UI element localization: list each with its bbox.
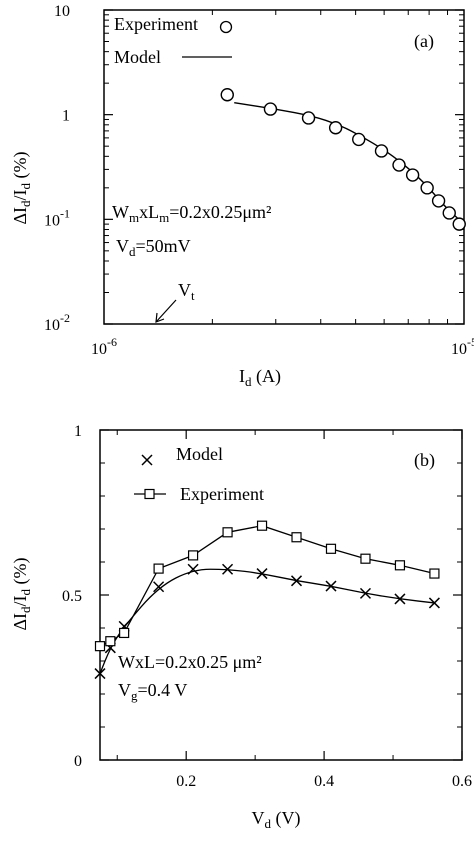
model-point-b (187, 563, 199, 575)
x-tick-label-a-0: 10-6 (91, 335, 117, 358)
experiment-point-a (263, 102, 278, 116)
chart-panel-a: 10 1 10-1 10-2 10-6 10-5 Experiment Model (a)… (10, 3, 474, 389)
model-point-b (222, 563, 234, 575)
model-point-b (428, 597, 440, 609)
experiment-point-a (420, 181, 434, 195)
experiment-point-a (392, 158, 406, 172)
experiment-point-b (105, 636, 116, 647)
experiment-line-b (99, 525, 435, 647)
experiment-point-b (153, 563, 164, 574)
annotation-vt-a: Vt (178, 280, 195, 303)
experiment-point-b (94, 641, 106, 652)
annotation-dims-a: WmxLm=0.2x0.25μm² (112, 202, 271, 225)
x-tick-label-b-1: 0.4 (314, 773, 334, 790)
x-tick-label-b-0: 0.2 (176, 773, 196, 790)
y-tick-label-b-2: 1 (74, 423, 82, 440)
x-tick-label-a-1: 10-5 (451, 335, 474, 358)
experiment-point-b (119, 627, 130, 639)
experiment-point-a (442, 206, 456, 220)
x-tick-label-b-2: 0.6 (452, 773, 472, 790)
x-axis-label-b: Vd (V) (252, 808, 301, 831)
legend-label-model-b: Model (176, 444, 223, 464)
experiment-point-a (328, 121, 343, 135)
plot-frame-b (99, 429, 463, 761)
y-axis-label-a: ΔId/Id (%) (10, 151, 33, 224)
experiment-point-a (405, 168, 420, 182)
legend-marker-model-b (141, 454, 153, 466)
chart-panel-b: 0 0.5 1 0.2 0.4 0.6 Model Experiment (b) WxL=… (10, 423, 472, 831)
panel-label-b: (b) (414, 450, 435, 471)
y-tick-label-a-2: 10-1 (44, 206, 70, 229)
experiment-point-b (222, 527, 233, 538)
legend-marker-experiment-b (134, 488, 166, 500)
experiment-point-a (352, 132, 366, 147)
model-point-b (153, 581, 165, 593)
experiment-point-b (187, 550, 199, 561)
experiment-point-a (220, 88, 234, 102)
annotation-vg-b: Vg=0.4 V (118, 680, 187, 703)
experiment-point-b (256, 520, 268, 531)
panel-label-a: (a) (414, 31, 434, 52)
series-experiment-b (94, 520, 440, 652)
experiment-point-b (429, 568, 440, 579)
legend-marker-experiment-a (219, 20, 233, 34)
model-point-b (290, 575, 303, 587)
y-tick-label-b-1: 0.5 (62, 588, 82, 605)
experiment-point-b (360, 553, 371, 564)
experiment-point-a (431, 194, 446, 208)
y-tick-label-a-1: 1 (62, 108, 70, 125)
x-axis-label-a: Id (A) (239, 366, 281, 389)
model-point-b (325, 580, 337, 592)
experiment-point-b (325, 543, 337, 554)
experiment-point-b (394, 560, 406, 571)
legend-label-model-a: Model (114, 47, 161, 67)
experiment-point-a (301, 111, 316, 125)
series-experiment-a (220, 88, 466, 231)
experiment-point-a (452, 217, 466, 231)
experiment-point-b (291, 532, 302, 543)
experiment-point-a (374, 144, 389, 158)
y-tick-label-a-3: 10-2 (44, 311, 70, 334)
axis-ticks-a: 10 1 10-1 10-2 10-6 10-5 (44, 3, 474, 358)
model-point-b (94, 668, 106, 680)
plot-frame-a (103, 9, 465, 325)
annotation-vd-a: Vd=50mV (116, 236, 191, 259)
model-point-b (394, 593, 406, 605)
legend-label-experiment-b: Experiment (180, 484, 264, 504)
y-tick-label-a-0: 10 (54, 3, 70, 20)
model-point-b (256, 568, 268, 580)
legend-label-experiment-a: Experiment (114, 14, 198, 34)
model-point-b (359, 587, 371, 599)
y-tick-label-b-0: 0 (74, 753, 82, 770)
series-model-b (94, 563, 440, 680)
axis-ticks-b: 0 0.5 1 0.2 0.4 0.6 (62, 423, 472, 790)
annotation-dims-b: WxL=0.2x0.25 μm² (118, 652, 262, 672)
y-axis-label-b: ΔId/Id (%) (10, 557, 33, 630)
vt-arrow (155, 299, 177, 323)
